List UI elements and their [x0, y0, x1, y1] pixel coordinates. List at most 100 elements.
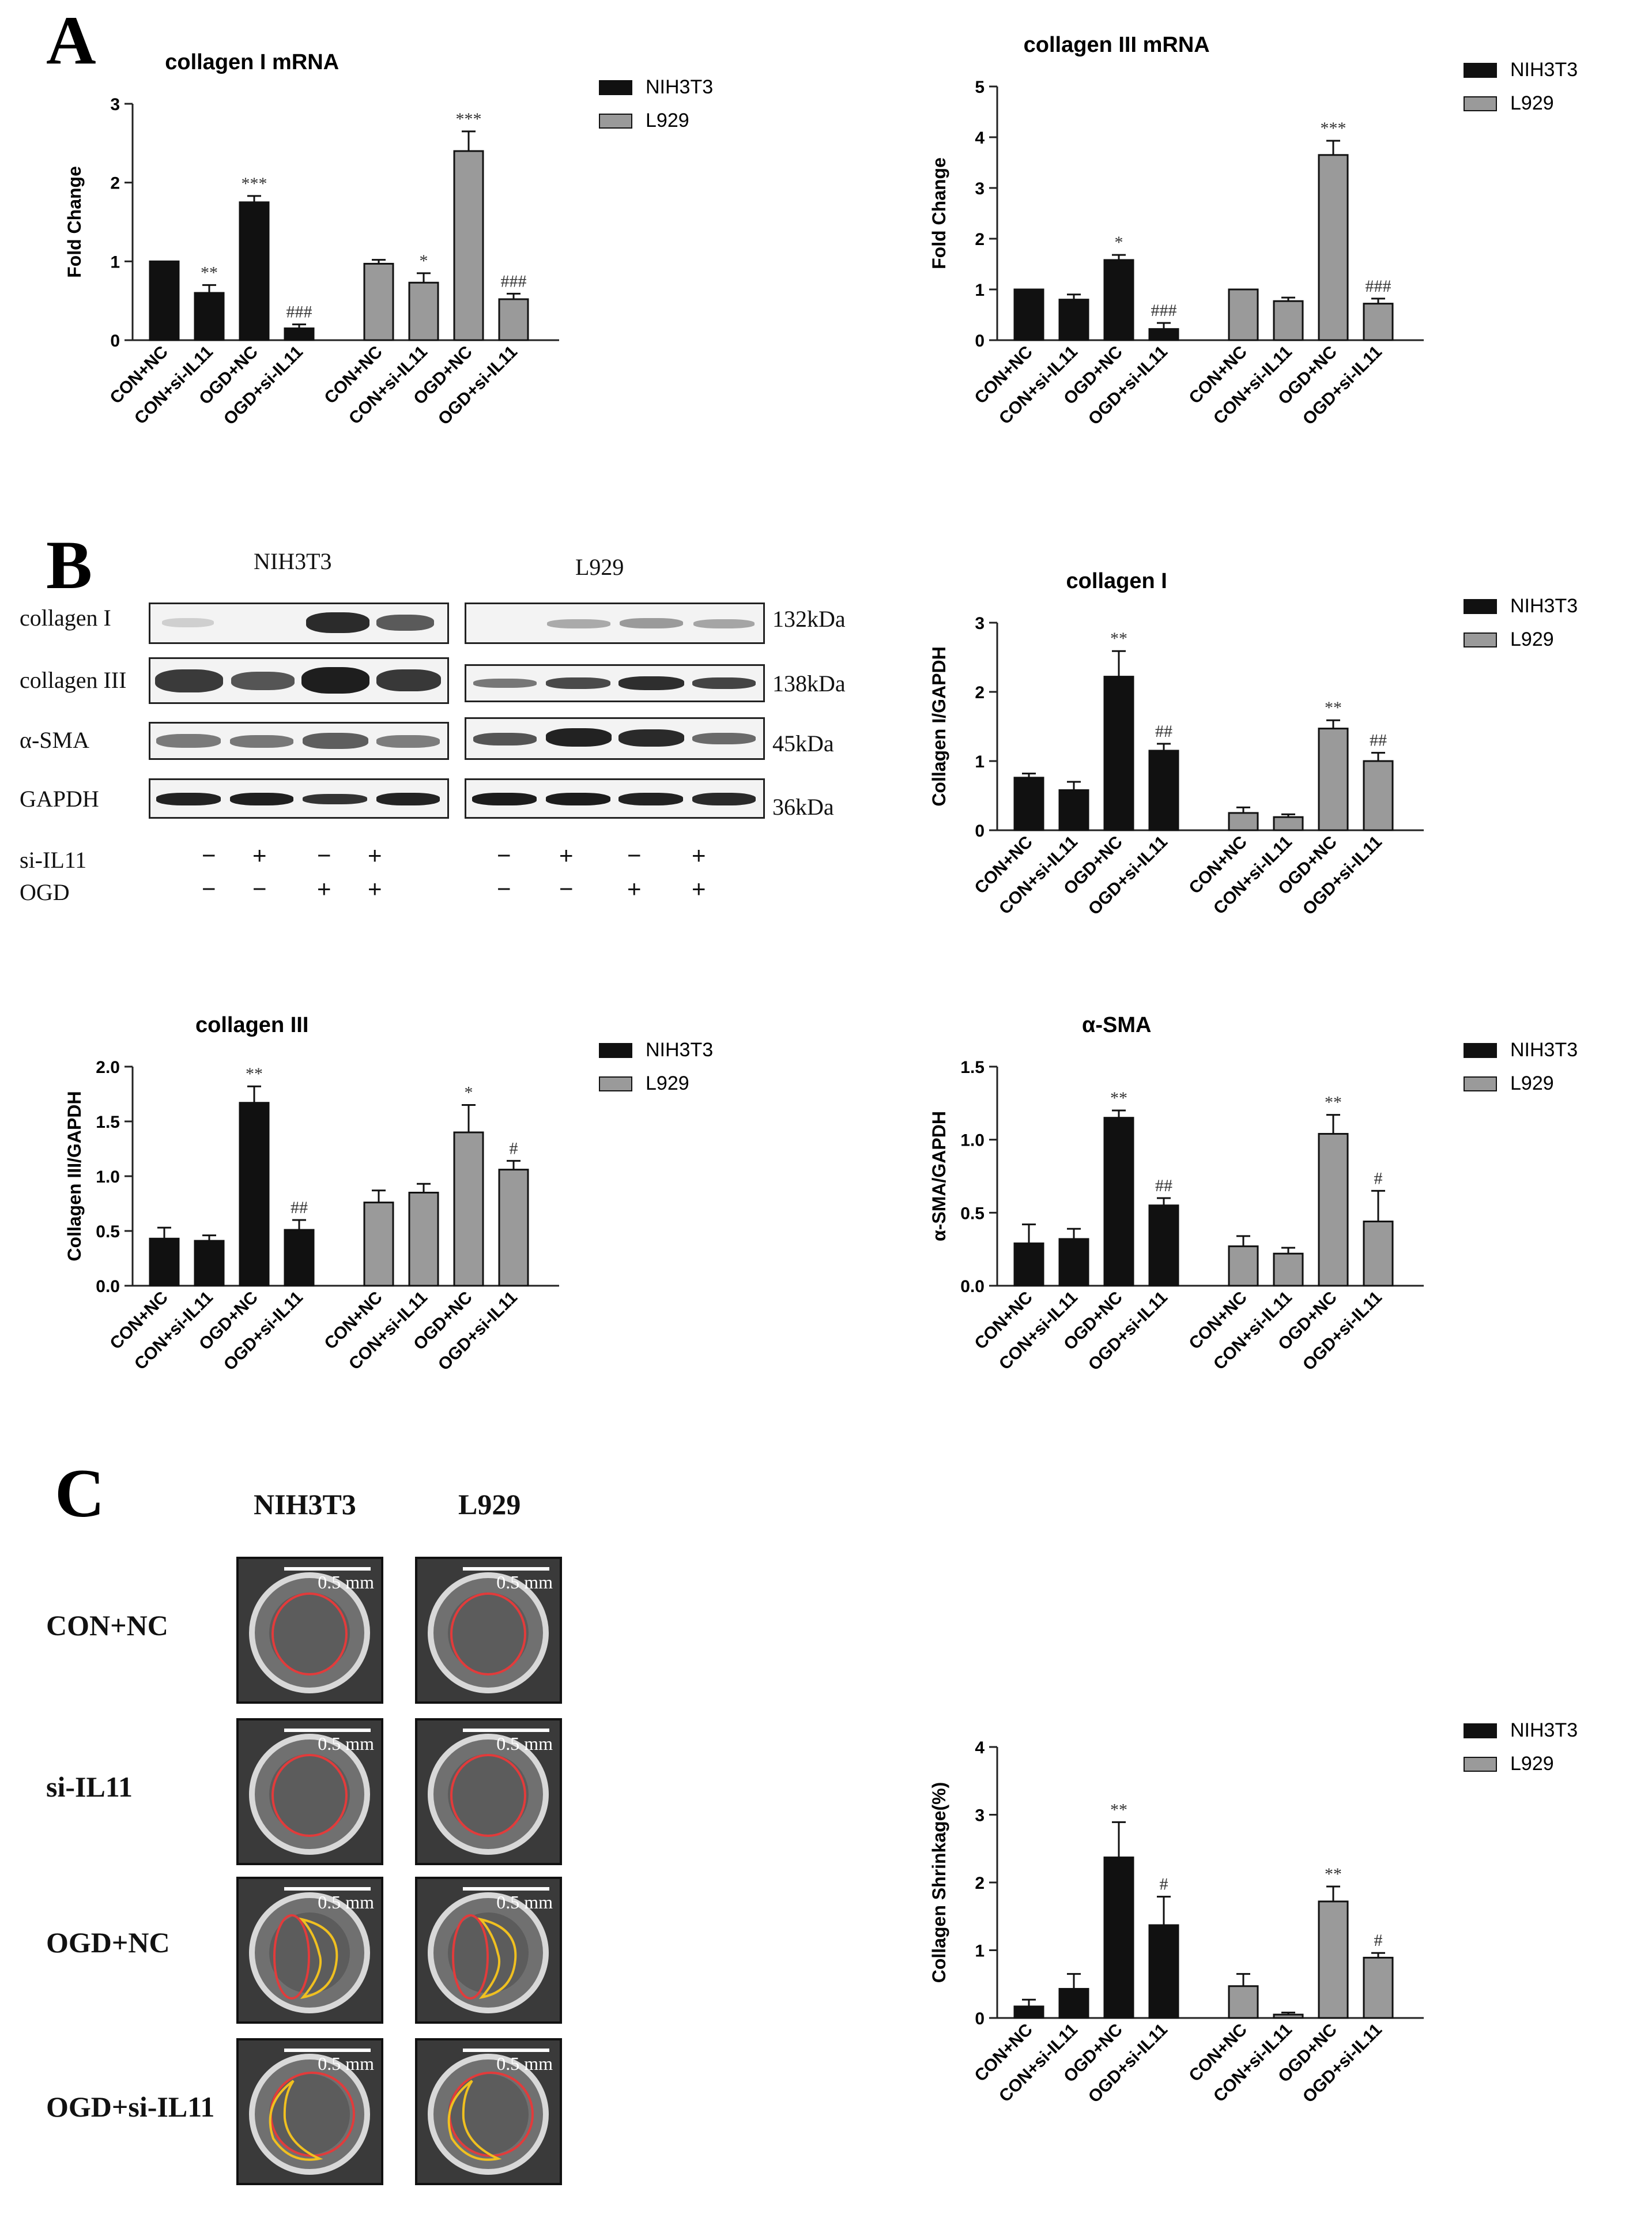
bar [363, 1202, 394, 1287]
y-tick-label: 3 [975, 179, 985, 198]
scale-bar-label: 0.5 mm [496, 1733, 553, 1754]
wb-sign: − [202, 875, 216, 902]
blot-l929-gapdh [465, 778, 765, 819]
x-tick-label: OGD+si-IL11 [435, 1288, 521, 1375]
well-image [428, 1734, 549, 1855]
significance-mark: *** [1321, 119, 1347, 138]
x-tick-label: CON+si-IL11 [345, 342, 431, 428]
contraction-well: 0.5 mm [236, 1877, 383, 2024]
red-outline [450, 1592, 526, 1675]
x-tick-label: OGD+si-IL11 [1299, 1288, 1386, 1375]
significance-mark: # [1160, 1875, 1168, 1894]
x-tick-label: CON+si-IL11 [1210, 1288, 1296, 1374]
contraction-well: 0.5 mm [415, 2038, 562, 2185]
bar [1363, 1956, 1394, 2019]
x-tick-label: OGD+si-IL11 [1299, 342, 1386, 429]
bar [1228, 288, 1259, 341]
x-tick-label: OGD+si-IL11 [1299, 833, 1386, 919]
well-center [269, 1754, 350, 1835]
legend-label: NIH3T3 [1510, 1039, 1578, 1061]
yellow-outline [477, 1917, 517, 2000]
x-tick-label: OGD+si-IL11 [1085, 2020, 1171, 2107]
bar [408, 1192, 439, 1287]
legend-swatch [599, 1043, 632, 1058]
blot-l929-asma [465, 717, 765, 760]
significance-mark: # [510, 1139, 518, 1158]
bar [1148, 328, 1179, 341]
chart-collagen1-protein: collagen I 0 1 2 3 Collagen I/GAPDH CON+NC CON+… [922, 548, 1637, 980]
legend-label: L929 [646, 110, 689, 131]
legend-swatch [1464, 96, 1497, 111]
significance-mark: ** [1110, 1089, 1127, 1108]
wb-sign: + [368, 875, 382, 902]
bar [239, 1102, 270, 1287]
wb-label-collagen1: collagen I [20, 605, 111, 631]
wb-sign: − [497, 842, 511, 869]
bar [194, 292, 225, 341]
legend-swatch [599, 80, 632, 95]
contraction-row-ogd-nc: OGD+NC [46, 1926, 170, 1959]
blot-nih3t3-collagen1 [149, 603, 449, 644]
legend-label: NIH3T3 [646, 76, 713, 98]
y-tick-label: 0.0 [96, 1277, 120, 1296]
y-tick-label: 0.0 [960, 1277, 985, 1296]
y-axis-label: Collagen Shrinkage(%) [929, 1782, 949, 1983]
bar [498, 1169, 529, 1287]
significance-mark: * [465, 1083, 473, 1102]
red-outline [452, 1914, 489, 2000]
bar [1318, 1900, 1349, 2019]
x-tick-label: CON+si-IL11 [995, 342, 1081, 428]
x-tick-label: OGD+si-IL11 [1299, 2020, 1386, 2107]
legend-swatch [1464, 1757, 1497, 1772]
x-tick-label: CON+si-IL11 [995, 2020, 1081, 2106]
bar [453, 1131, 484, 1287]
red-outline [271, 1592, 348, 1675]
bar [1148, 750, 1179, 831]
wb-header-nih3t3: NIH3T3 [254, 548, 332, 574]
bar [1318, 728, 1349, 831]
scale-bar [284, 1567, 371, 1571]
bar [1013, 1242, 1044, 1287]
chart-collagen3-mrna: collagen III mRNA 0 1 2 3 4 5 Fold Change CON+NC… [922, 12, 1637, 490]
x-tick-label: CON+si-IL11 [131, 342, 217, 428]
y-tick-label: 0.5 [96, 1222, 120, 1241]
bar [1318, 154, 1349, 341]
chart-title: collagen III [195, 1013, 308, 1037]
wb-kda-asma: 45kDa [772, 731, 834, 756]
bar [1013, 288, 1044, 341]
wb-kda-gapdh: 36kDa [772, 794, 834, 820]
well-image [249, 2054, 370, 2175]
wb-kda-collagen3: 138kDa [772, 671, 846, 696]
bar [1273, 2013, 1304, 2019]
contraction-row-si-il11: si-IL11 [46, 1771, 133, 1803]
well-center [448, 1754, 529, 1835]
bar [1103, 259, 1134, 341]
legend-swatch [1464, 632, 1497, 647]
bar [1103, 1857, 1134, 2019]
significance-mark: ## [291, 1198, 308, 1217]
scale-bar-label: 0.5 mm [496, 1892, 553, 1912]
western-blot-panel: NIH3T3 L929 collagen I collagen III α-SM… [12, 536, 876, 928]
blot-nih3t3-asma [149, 722, 449, 760]
wb-sign: − [559, 875, 574, 902]
chart-svg: collagen III 0.0 0.5 1.0 1.5 2.0 Collagen III/… [64, 1013, 713, 1375]
legend-swatch [1464, 599, 1497, 614]
well-image [249, 1892, 370, 2013]
y-tick-label: 1.5 [960, 1058, 985, 1077]
significance-mark: * [1115, 233, 1123, 252]
y-tick-label: 1 [975, 281, 985, 300]
scale-bar [284, 1887, 371, 1891]
scale-bar [284, 2049, 371, 2052]
y-tick-label: 0 [110, 332, 120, 351]
legend-swatch [1464, 1723, 1497, 1738]
significance-mark: ## [1370, 731, 1387, 750]
y-tick-label: 2 [975, 230, 985, 249]
contraction-col-l929: L929 [458, 1488, 521, 1520]
bar [1228, 812, 1259, 831]
significance-mark: ** [1325, 1865, 1342, 1884]
significance-mark: * [420, 251, 428, 270]
bar [1058, 1987, 1089, 2019]
scale-bar-label: 0.5 mm [318, 1572, 374, 1592]
x-tick-label: OGD+si-IL11 [1085, 833, 1171, 919]
